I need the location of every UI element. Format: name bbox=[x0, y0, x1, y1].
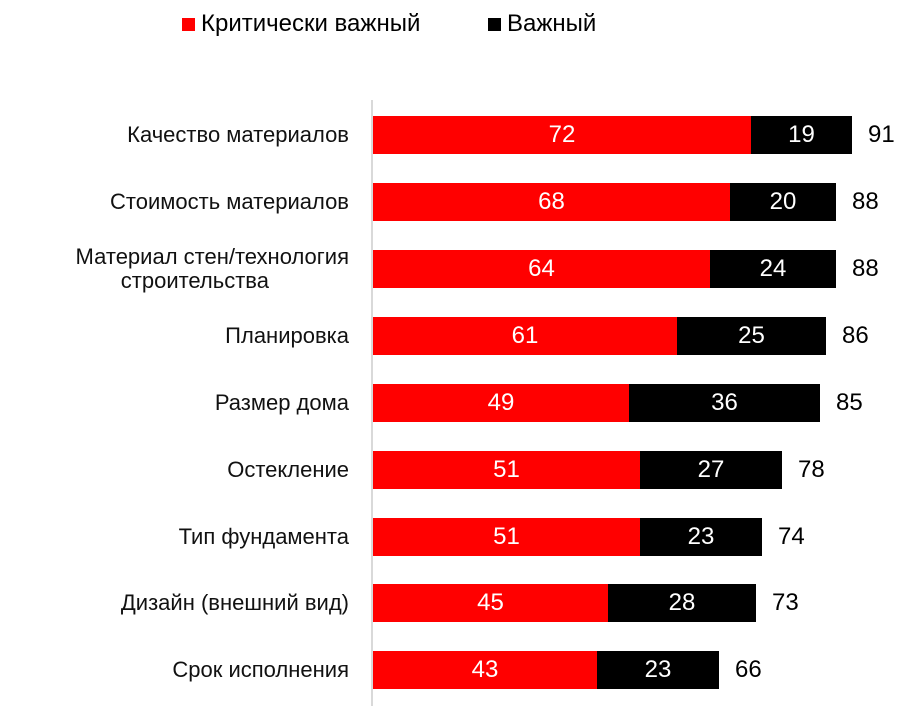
bar-segment-critical: 51 bbox=[373, 451, 640, 489]
bar-value-important: 24 bbox=[759, 255, 787, 282]
bar-value-critical: 64 bbox=[528, 255, 555, 282]
category-label-line: Остекление bbox=[227, 457, 349, 482]
bar-segment-critical: 43 bbox=[373, 651, 597, 689]
bar-segment-important: 36 bbox=[629, 384, 820, 422]
bar-segment-important: 23 bbox=[640, 518, 762, 556]
bar-value-important: 36 bbox=[711, 389, 738, 416]
category-label: Остекление bbox=[0, 458, 349, 482]
bar-segment-important: 24 bbox=[710, 250, 836, 288]
category-label-line: Тип фундамента bbox=[178, 524, 349, 549]
bar-total-label: 66 bbox=[735, 656, 762, 683]
bar-total-label: 88 bbox=[852, 255, 879, 282]
legend-item-important: Важный bbox=[488, 10, 596, 38]
bar-value-important: 27 bbox=[697, 456, 725, 483]
bar-value-important: 28 bbox=[668, 589, 696, 616]
category-label-line: Качество материалов bbox=[127, 122, 349, 147]
chart-legend: Критически важный Важный bbox=[0, 10, 910, 44]
category-label-line: Размер дома bbox=[214, 390, 349, 415]
category-label-line: Срок исполнения bbox=[172, 657, 349, 682]
category-label-line: Планировка bbox=[225, 323, 349, 348]
bar-segment-important: 19 bbox=[751, 116, 852, 154]
bar-value-important: 25 bbox=[738, 322, 765, 349]
bar-row: Размер дома 49 36 85 bbox=[0, 384, 910, 422]
category-label: Планировка bbox=[0, 324, 349, 348]
category-label: Срок исполнения bbox=[0, 658, 349, 682]
bar-segment-critical: 68 bbox=[373, 183, 730, 221]
category-label: Материал стен/технология строительства bbox=[0, 245, 349, 293]
bar-segment-important: 20 bbox=[730, 183, 836, 221]
legend-swatch-black-icon bbox=[488, 17, 501, 31]
bar-value-critical: 61 bbox=[511, 322, 539, 349]
bar-value-important: 23 bbox=[687, 523, 715, 550]
bar-row: Стоимость материалов 68 20 88 bbox=[0, 183, 910, 221]
bar-value-important: 20 bbox=[769, 188, 797, 215]
bar-value-critical: 51 bbox=[493, 456, 520, 483]
bar-segment-critical: 49 bbox=[373, 384, 629, 422]
category-label-line: Материал стен/технология bbox=[75, 244, 349, 269]
category-label: Стоимость материалов bbox=[0, 190, 349, 214]
bar-value-critical: 43 bbox=[471, 656, 499, 683]
bar-row: Срок исполнения 43 23 66 bbox=[0, 651, 910, 689]
bar-row: Материал стен/технология строительства 64 2… bbox=[0, 245, 910, 293]
bar-total-label: 73 bbox=[772, 589, 799, 616]
bar-segment-important: 25 bbox=[677, 317, 826, 355]
bar-segment-important: 27 bbox=[640, 451, 782, 489]
bar-value-important: 23 bbox=[644, 656, 672, 683]
bar-row: Тип фундамента 51 23 74 bbox=[0, 518, 910, 556]
category-label-line: строительства bbox=[120, 268, 269, 293]
category-axis-line bbox=[371, 100, 373, 706]
bar-value-critical: 49 bbox=[487, 389, 515, 416]
bar-row: Остекление 51 27 78 bbox=[0, 451, 910, 489]
category-label-line: Стоимость материалов bbox=[110, 189, 349, 214]
category-label-line: Дизайн (внешний вид) bbox=[120, 590, 349, 615]
bar-segment-critical: 61 bbox=[373, 317, 677, 355]
bar-total-label: 91 bbox=[868, 121, 895, 148]
legend-label: Критически важный bbox=[201, 10, 421, 37]
bar-total-label: 88 bbox=[852, 188, 879, 215]
bar-row: Планировка 61 25 86 bbox=[0, 317, 910, 355]
bar-value-critical: 45 bbox=[477, 589, 504, 616]
bar-total-label: 78 bbox=[798, 456, 825, 483]
bar-row: Дизайн (внешний вид) 45 28 73 bbox=[0, 584, 910, 622]
legend-swatch-red-icon bbox=[182, 17, 195, 31]
bar-total-label: 74 bbox=[778, 523, 805, 550]
category-label: Дизайн (внешний вид) bbox=[0, 591, 349, 615]
bar-segment-important: 23 bbox=[597, 651, 719, 689]
bar-total-label: 86 bbox=[842, 322, 869, 349]
bar-segment-important: 28 bbox=[608, 584, 756, 622]
bar-row: Качество материалов 72 19 91 bbox=[0, 116, 910, 154]
category-label: Тип фундамента bbox=[0, 525, 349, 549]
category-label: Размер дома bbox=[0, 391, 349, 415]
category-label: Качество материалов bbox=[0, 123, 349, 147]
bar-value-critical: 51 bbox=[493, 523, 520, 550]
bar-total-label: 85 bbox=[836, 389, 863, 416]
bar-value-critical: 68 bbox=[538, 188, 565, 215]
legend-item-critical: Критически важный bbox=[182, 10, 420, 38]
bar-value-critical: 72 bbox=[548, 121, 576, 148]
bar-segment-critical: 72 bbox=[373, 116, 751, 154]
bar-value-important: 19 bbox=[788, 121, 815, 148]
legend-label: Важный bbox=[507, 10, 597, 37]
bar-segment-critical: 64 bbox=[373, 250, 710, 288]
bar-segment-critical: 51 bbox=[373, 518, 640, 556]
bar-segment-critical: 45 bbox=[373, 584, 608, 622]
